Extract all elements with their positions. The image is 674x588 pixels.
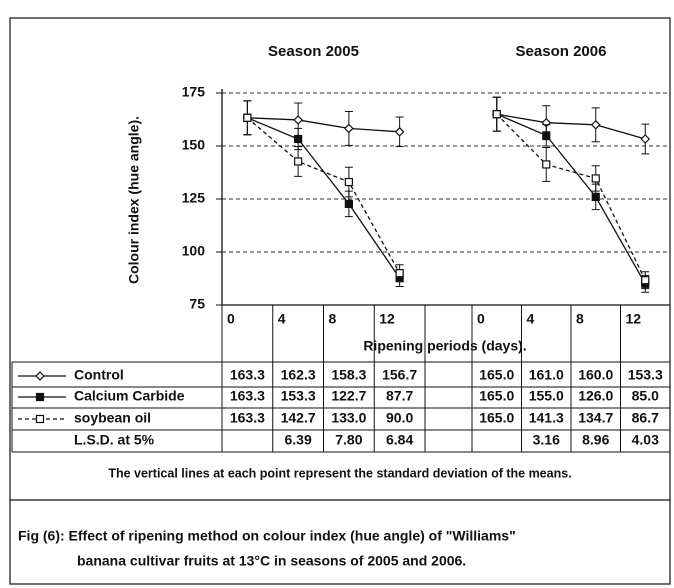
y-axis-label: Colour index (hue angle).: [126, 116, 142, 284]
table-cell: 134.7: [578, 410, 613, 426]
data-point: [542, 131, 551, 140]
table-cell: 158.3: [331, 367, 366, 383]
table-cell: 163.3: [230, 388, 265, 404]
table-cell: 6.39: [285, 432, 312, 448]
legend-label: Calcium Carbide: [74, 388, 185, 404]
data-point: [394, 126, 405, 137]
x-axis-label: Ripening periods (days).: [363, 338, 526, 354]
series-line: [496, 113, 646, 285]
data-point: [395, 269, 404, 278]
legend-marker: [35, 414, 45, 424]
table-cell: 162.3: [281, 367, 316, 383]
caption-line: banana cultivar fruits at 13°C in season…: [77, 553, 466, 569]
data-point: [591, 174, 600, 183]
table-cell: 142.7: [281, 410, 316, 426]
table-cell: 133.0: [331, 410, 366, 426]
data-point: [641, 276, 650, 285]
table-cell: 165.0: [479, 410, 514, 426]
legend-marker: [35, 392, 45, 402]
data-point: [294, 134, 303, 144]
panel-title: Season 2005: [268, 43, 359, 60]
data-point: [293, 115, 303, 125]
panel-title: Season 2006: [516, 43, 607, 60]
data-point: [590, 119, 601, 130]
table-cell: 90.0: [386, 410, 413, 426]
table-cell: 165.0: [479, 367, 514, 383]
data-point: [542, 160, 551, 169]
table-cell: 161.0: [529, 367, 564, 383]
data-point: [492, 110, 501, 119]
x-tick-label: 0: [477, 311, 485, 327]
series-line: [496, 113, 646, 140]
table-cell: 163.3: [230, 367, 265, 383]
table-cell: 87.7: [386, 388, 413, 404]
data-point: [344, 123, 354, 134]
series-line: [247, 117, 400, 133]
table-cell: 4.03: [632, 432, 659, 448]
data-point: [640, 134, 651, 144]
data-point: [344, 177, 353, 187]
table-cell: 165.0: [479, 388, 514, 404]
table-cell: 122.7: [331, 388, 366, 404]
y-tick-label: 125: [182, 190, 206, 206]
table-cell: 163.3: [230, 410, 265, 426]
x-tick-label: 4: [278, 311, 286, 327]
table-cell: 141.3: [529, 410, 564, 426]
table-cell: 160.0: [578, 367, 613, 383]
outer-frame: [9, 17, 671, 585]
x-tick-label: 4: [527, 311, 535, 327]
legend-label: Control: [74, 367, 124, 383]
table-cell: 155.0: [529, 388, 564, 404]
series-line: [496, 113, 646, 281]
legend-marker: [35, 371, 45, 381]
table-cell: 153.3: [628, 367, 663, 383]
data-point: [294, 157, 303, 166]
data-point: [591, 192, 600, 201]
y-tick-label: 75: [189, 296, 205, 312]
y-tick-label: 175: [182, 84, 206, 100]
series-line: [247, 117, 401, 279]
series-line: [246, 117, 401, 274]
caption-line: Fig (6): Effect of ripening method on co…: [18, 528, 516, 544]
x-tick-label: 0: [227, 311, 235, 327]
table-cell: 8.96: [582, 432, 609, 448]
x-tick-label: 12: [379, 311, 395, 327]
table-cell: 7.80: [335, 432, 362, 448]
y-tick-label: 150: [182, 137, 206, 153]
data-point: [344, 199, 353, 208]
table-cell: 156.7: [382, 367, 417, 383]
table-cell: 153.3: [281, 388, 316, 404]
table-cell: 85.0: [632, 388, 659, 404]
x-tick-label: 8: [576, 311, 584, 327]
legend-label: soybean oil: [74, 410, 151, 426]
data-point: [243, 113, 252, 122]
y-tick-label: 100: [182, 243, 206, 259]
table-cell: 3.16: [533, 432, 560, 448]
table-cell: 126.0: [578, 388, 613, 404]
note: The vertical lines at each point represe…: [108, 466, 571, 480]
table-cell: 86.7: [632, 410, 659, 426]
x-tick-label: 8: [329, 311, 337, 327]
x-tick-label: 12: [626, 311, 642, 327]
legend-label: L.S.D. at 5%: [74, 432, 155, 448]
table-cell: 6.84: [386, 432, 413, 448]
